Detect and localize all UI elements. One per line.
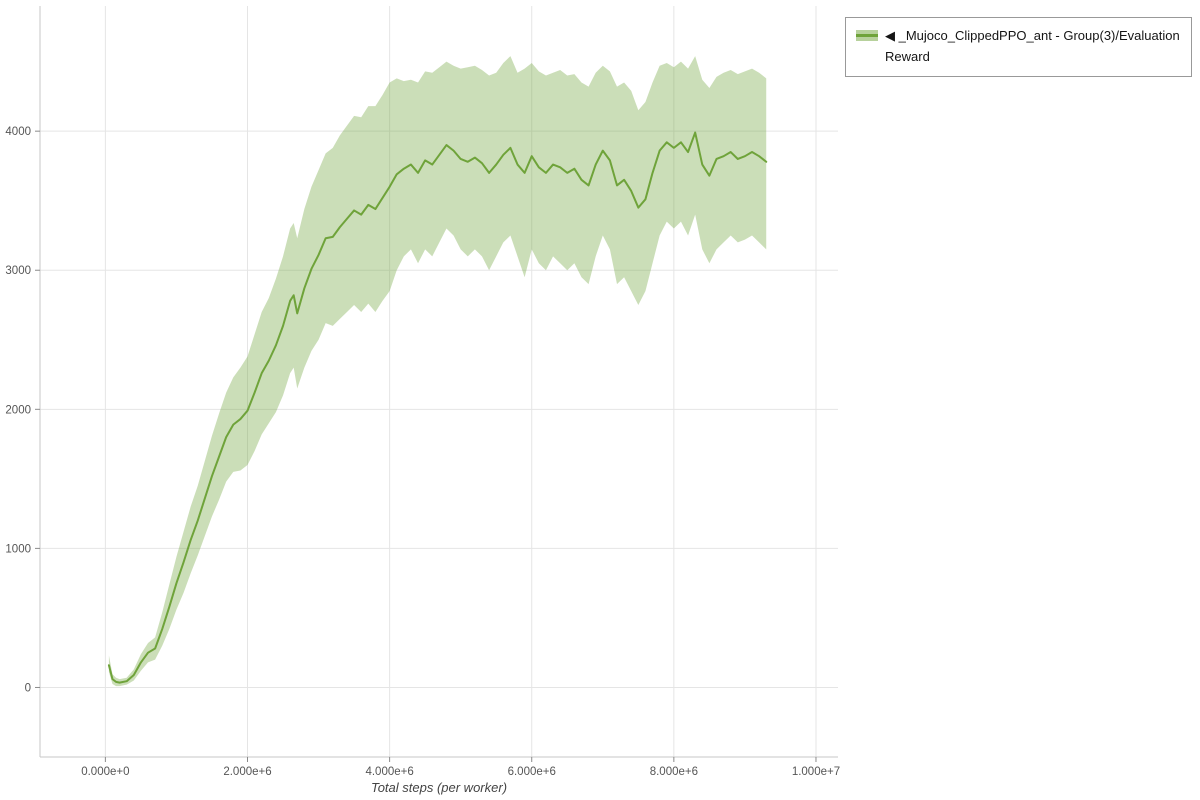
legend-item[interactable]: ◀ _Mujoco_ClippedPPO_ant - Group(3)/Eval… <box>856 26 1181 68</box>
x-tick-label: 6.000e+6 <box>508 766 556 778</box>
x-tick-label: 1.000e+7 <box>792 766 840 778</box>
legend-line-swatch <box>856 34 878 37</box>
series-uncertainty-band <box>108 56 767 687</box>
y-tick-label: 2000 <box>5 404 31 416</box>
legend-label: ◀ _Mujoco_ClippedPPO_ant - Group(3)/Eval… <box>885 28 1180 64</box>
y-tick-label: 4000 <box>5 126 31 138</box>
legend: ◀ _Mujoco_ClippedPPO_ant - Group(3)/Eval… <box>845 17 1192 77</box>
x-axis-title: Total steps (per worker) <box>370 780 508 795</box>
y-tick-label: 0 <box>25 682 31 694</box>
series-mean-line <box>107 131 768 684</box>
x-tick-label: 8.000e+6 <box>650 766 698 778</box>
x-tick-label: 2.000e+6 <box>223 766 271 778</box>
x-tick-label: 0.000e+0 <box>81 766 129 778</box>
legend-series-glyph-icon <box>856 28 878 44</box>
y-tick-label: 1000 <box>5 543 31 555</box>
y-tick-label: 3000 <box>5 265 31 277</box>
x-tick-label: 4.000e+6 <box>365 766 413 778</box>
